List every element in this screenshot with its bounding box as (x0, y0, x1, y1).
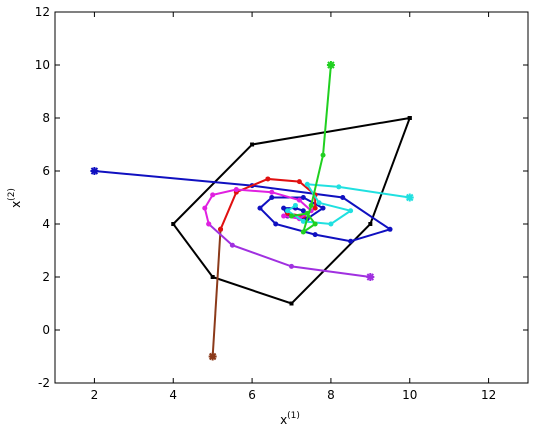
point (289, 213, 294, 219)
star-stroke (208, 352, 217, 361)
x-tick-label: 10 (402, 388, 417, 402)
point (368, 222, 373, 226)
y-tick-label: 4 (42, 217, 50, 231)
x-tick-label: 12 (481, 388, 496, 402)
start-marker (326, 61, 335, 69)
start-marker (366, 273, 375, 281)
y-tick-label: 0 (42, 323, 50, 337)
x-tick-label: 8 (327, 388, 335, 402)
x-tick-label: 6 (248, 388, 256, 402)
y-label-sup: (2) (7, 188, 17, 201)
point (250, 142, 255, 147)
x-tick-label: 4 (169, 388, 177, 402)
point (304, 181, 310, 187)
point (300, 208, 306, 214)
start-marker (90, 167, 99, 175)
point (229, 242, 235, 248)
x-tick-label: 2 (91, 388, 99, 402)
point (233, 187, 239, 193)
start-marker (208, 352, 217, 361)
y-axis-label: x(2) (7, 188, 23, 208)
point (210, 275, 215, 279)
star-stroke (406, 193, 414, 202)
point (265, 176, 271, 182)
start-marker (405, 193, 414, 202)
point (281, 205, 287, 211)
star-stroke (366, 273, 375, 281)
point (340, 195, 346, 200)
point (407, 116, 412, 120)
x-label-base: x (280, 413, 287, 427)
y-label-base: x (9, 201, 23, 208)
y-tick-label: 10 (35, 58, 50, 72)
point (296, 197, 302, 203)
point (292, 202, 298, 208)
y-tick-label: -2 (38, 376, 50, 390)
point (316, 200, 322, 206)
point (348, 238, 354, 244)
point (348, 208, 354, 214)
star-stroke (327, 61, 335, 69)
point (312, 205, 318, 211)
point (320, 205, 326, 211)
star-stroke (90, 167, 99, 175)
point (171, 222, 176, 226)
point (269, 189, 275, 195)
point (218, 226, 224, 232)
point (304, 210, 310, 216)
series-line (211, 229, 222, 357)
y-tick-label: 6 (42, 164, 50, 178)
y-tick-label: 8 (42, 111, 50, 125)
y-tick-label: 12 (35, 5, 50, 19)
point (300, 218, 306, 224)
point (387, 226, 393, 232)
point (289, 301, 294, 306)
point (257, 205, 263, 211)
point (285, 208, 291, 214)
point (202, 205, 208, 211)
point (300, 195, 306, 200)
point (269, 195, 275, 200)
y-tick-label: 2 (42, 270, 50, 284)
point (289, 263, 294, 269)
point (308, 202, 314, 208)
point (273, 221, 279, 227)
point (281, 213, 287, 219)
point (210, 192, 216, 198)
point (206, 221, 212, 227)
point (336, 184, 342, 190)
series-line (208, 223, 371, 278)
x-label-sup: (1) (287, 411, 300, 421)
point (320, 152, 326, 158)
point (312, 232, 318, 238)
point (296, 179, 302, 185)
x-axis-label: x(1) (280, 411, 300, 427)
point (328, 221, 334, 227)
point (312, 221, 318, 227)
point (300, 229, 306, 235)
